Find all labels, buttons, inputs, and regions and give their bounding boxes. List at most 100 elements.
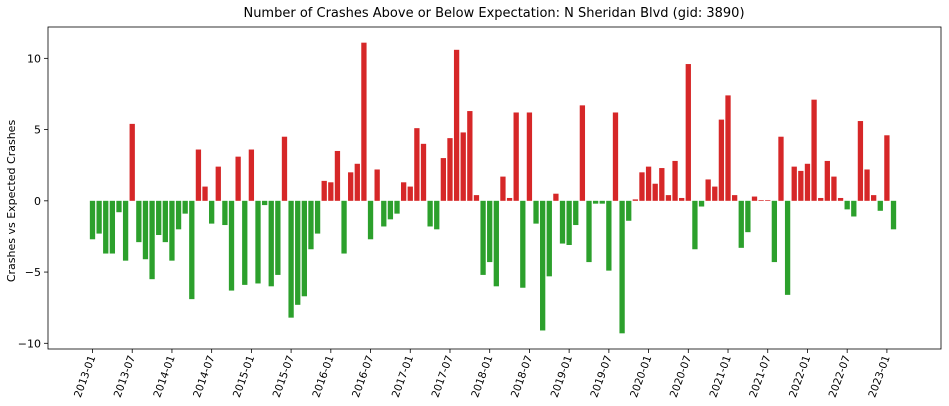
bar-2018-05 bbox=[513, 112, 519, 201]
bar-2015-11 bbox=[314, 200, 321, 234]
bar-2019-08 bbox=[612, 112, 619, 201]
bar-2016-11 bbox=[394, 200, 400, 214]
bar-2022-10 bbox=[864, 169, 870, 201]
bar-2022-04 bbox=[824, 160, 830, 201]
bar-2015-06 bbox=[281, 136, 288, 201]
bar-2022-12 bbox=[877, 200, 883, 211]
bar-2014-06 bbox=[202, 186, 208, 201]
bar-2023-02 bbox=[890, 200, 897, 230]
bar-2022-01 bbox=[804, 163, 811, 201]
bar-2017-05 bbox=[434, 200, 440, 230]
bar-2018-10 bbox=[546, 200, 552, 277]
bar-2016-10 bbox=[387, 200, 394, 220]
bar-2016-04 bbox=[348, 172, 354, 201]
x-tick-label: 2015-01 bbox=[231, 354, 257, 399]
bar-2020-12 bbox=[718, 119, 725, 201]
bar-2013-07 bbox=[129, 123, 135, 201]
bar-2016-12 bbox=[400, 182, 407, 201]
bar-2022-11 bbox=[871, 195, 877, 201]
bar-2018-08 bbox=[533, 200, 539, 224]
bar-2014-01 bbox=[169, 200, 175, 261]
bar-2017-01 bbox=[407, 186, 413, 201]
bar-2016-09 bbox=[381, 200, 387, 227]
bar-2020-03 bbox=[659, 168, 665, 201]
bar-2015-09 bbox=[301, 200, 307, 297]
x-tick-label: 2016-01 bbox=[310, 354, 336, 399]
bar-2021-08 bbox=[771, 200, 778, 263]
x-tick-label: 2022-07 bbox=[827, 354, 853, 399]
bar-2015-03 bbox=[261, 200, 268, 206]
bar-2018-03 bbox=[500, 176, 506, 201]
bar-2015-01 bbox=[248, 149, 255, 201]
bar-2013-12 bbox=[162, 200, 168, 243]
bar-2016-03 bbox=[341, 200, 347, 254]
bar-2020-06 bbox=[679, 197, 685, 201]
bar-2021-09 bbox=[778, 136, 784, 201]
bar-2021-07 bbox=[765, 200, 771, 201]
bar-2017-03 bbox=[420, 143, 427, 201]
bar-2020-07 bbox=[685, 64, 691, 201]
bar-2019-12 bbox=[639, 172, 645, 201]
plot-frame bbox=[47, 26, 942, 350]
bar-2018-09 bbox=[540, 200, 546, 331]
bar-2021-05 bbox=[751, 196, 758, 201]
x-tick-label: 2017-01 bbox=[390, 354, 416, 399]
x-tick-label: 2015-07 bbox=[271, 354, 297, 399]
bar-2014-10 bbox=[228, 200, 235, 291]
y-axis-label: Crashes vs Expected Crashes bbox=[5, 120, 18, 283]
x-tick-label: 2014-01 bbox=[151, 354, 177, 399]
y-tick-label: 0 bbox=[34, 195, 41, 208]
bar-2019-06 bbox=[599, 200, 605, 204]
bar-2014-02 bbox=[175, 200, 182, 230]
bar-2022-03 bbox=[818, 197, 824, 201]
bar-2021-01 bbox=[725, 95, 731, 201]
x-tick-label: 2018-01 bbox=[469, 354, 495, 399]
bar-2016-02 bbox=[334, 150, 341, 201]
bar-2013-11 bbox=[156, 200, 162, 236]
bar-2016-06 bbox=[361, 42, 367, 201]
bar-2021-02 bbox=[731, 195, 738, 201]
bar-2015-10 bbox=[308, 200, 314, 250]
bar-2014-07 bbox=[209, 200, 215, 224]
bar-2017-12 bbox=[480, 200, 486, 275]
x-tick-label: 2018-07 bbox=[509, 354, 535, 399]
bar-2021-04 bbox=[745, 200, 751, 233]
bar-2020-05 bbox=[672, 160, 678, 201]
bar-2013-03 bbox=[103, 200, 109, 254]
bar-2019-07 bbox=[606, 200, 612, 271]
bar-2017-08 bbox=[453, 49, 460, 201]
bar-2019-04 bbox=[586, 200, 592, 263]
bar-2014-09 bbox=[222, 200, 228, 226]
bar-2016-08 bbox=[374, 169, 380, 201]
bar-2013-10 bbox=[149, 200, 155, 280]
bar-2017-02 bbox=[414, 128, 420, 201]
bar-2013-05 bbox=[116, 200, 122, 213]
bar-2021-06 bbox=[758, 200, 764, 201]
bar-2020-11 bbox=[712, 186, 718, 201]
bar-2019-03 bbox=[579, 105, 586, 201]
bar-2019-09 bbox=[619, 200, 625, 334]
x-tick-label: 2013-07 bbox=[112, 354, 138, 399]
bar-2021-03 bbox=[738, 200, 744, 248]
bar-2019-11 bbox=[632, 199, 638, 201]
x-tick-label: 2021-01 bbox=[708, 354, 734, 399]
bar-2017-07 bbox=[447, 138, 453, 201]
bar-2017-11 bbox=[473, 195, 480, 201]
bar-2021-10 bbox=[784, 200, 791, 295]
bar-2013-01 bbox=[89, 200, 96, 240]
bar-2015-05 bbox=[275, 200, 281, 275]
bar-2022-06 bbox=[837, 197, 844, 201]
bar-2022-07 bbox=[844, 200, 850, 210]
x-tick-label: 2020-07 bbox=[668, 354, 694, 399]
bar-2022-05 bbox=[831, 176, 837, 201]
bar-2016-07 bbox=[367, 200, 374, 240]
bar-2018-06 bbox=[520, 200, 526, 288]
bars-group bbox=[89, 42, 897, 334]
x-tick-label: 2020-01 bbox=[628, 354, 654, 399]
bar-2020-10 bbox=[705, 179, 711, 201]
bar-2014-11 bbox=[235, 156, 241, 201]
x-tick-label: 2021-07 bbox=[747, 354, 773, 399]
bar-2018-11 bbox=[553, 193, 559, 201]
bar-2014-03 bbox=[182, 200, 188, 214]
